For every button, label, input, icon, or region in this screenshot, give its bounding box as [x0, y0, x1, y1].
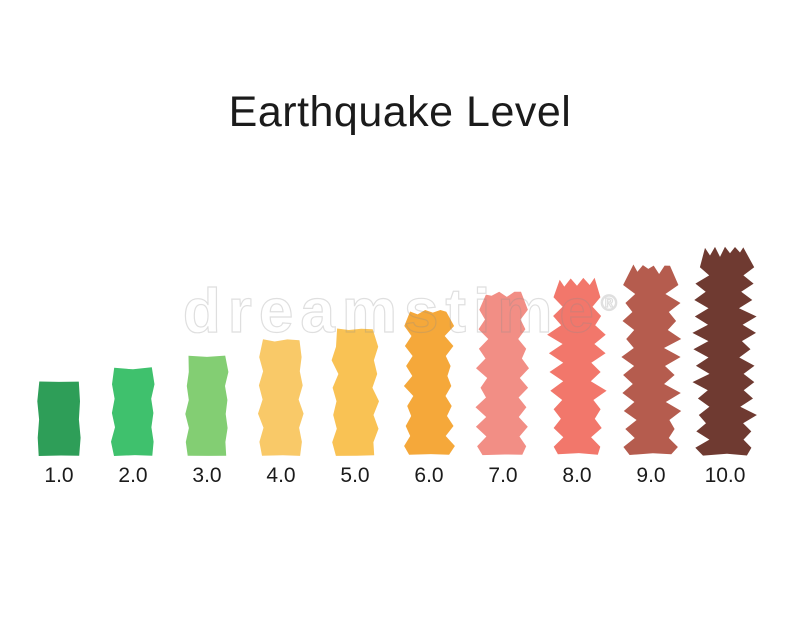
bar-col: [688, 246, 762, 456]
bar-shape: [621, 264, 682, 455]
bar-shape: [331, 328, 379, 456]
bar-col: [614, 264, 688, 456]
bar-shape: [185, 355, 229, 456]
x-axis-label: 4.0: [266, 464, 296, 487]
x-axis-label: 9.0: [636, 464, 666, 487]
x-axis-label: 7.0: [488, 464, 518, 487]
bar-col: [170, 355, 244, 456]
bar-8.0: [547, 277, 607, 455]
bar-10.0: [692, 246, 757, 456]
x-axis-label: 10.0: [704, 464, 746, 487]
bar-2.0: [111, 367, 155, 456]
bar-col: [244, 339, 318, 456]
bar-shape: [475, 291, 529, 456]
bar-shape: [111, 367, 155, 456]
bar-shape: [692, 246, 757, 456]
bar-3.0: [185, 355, 229, 456]
x-axis-label: 6.0: [414, 464, 444, 487]
chart-title: Earthquake Level: [228, 88, 572, 136]
x-axis-label: 3.0: [192, 464, 222, 487]
bar-shape: [547, 277, 607, 455]
bar-col: [96, 367, 170, 456]
x-axis-label: 5.0: [340, 464, 370, 487]
bar-shape: [403, 310, 455, 455]
bar-shape: [37, 381, 81, 456]
bar-6.0: [403, 310, 455, 455]
bar-col: [22, 381, 96, 456]
bar-col: [540, 277, 614, 456]
x-axis-label: 8.0: [562, 464, 592, 487]
bar-col: [318, 328, 392, 456]
bar-5.0: [331, 328, 379, 456]
x-axis-labels: 1.0 2.0 3.0 4.0 5.0 6.0 7.0 8.0 9.0 10.0: [22, 464, 762, 488]
x-axis-label: 1.0: [44, 464, 74, 487]
bars-row: [22, 0, 762, 456]
bar-1.0: [37, 381, 81, 456]
bar-col: [466, 291, 540, 456]
bar-shape: [258, 339, 304, 456]
bar-col: [392, 309, 466, 456]
x-axis-label: 2.0: [118, 464, 148, 487]
bar-9.0: [621, 264, 682, 455]
bar-7.0: [475, 291, 529, 456]
bar-4.0: [258, 339, 304, 456]
